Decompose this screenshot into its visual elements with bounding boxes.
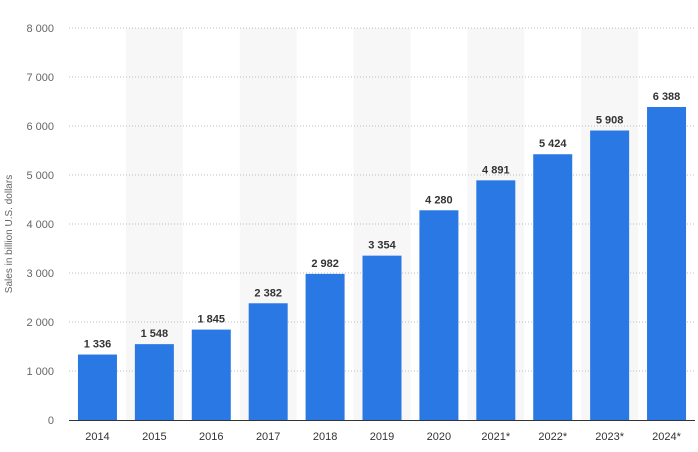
x-tick-label: 2017: [256, 431, 280, 443]
data-label-2014: 1 336: [84, 339, 112, 351]
bar-2019: [362, 255, 402, 420]
x-tick-label: 2014: [85, 431, 109, 443]
y-tick-label: 8 000: [26, 23, 54, 35]
data-label-2024*: 6 388: [653, 91, 681, 103]
bar-2017: [248, 303, 288, 420]
data-label-2017: 2 382: [254, 287, 282, 299]
x-axis-ticks: 2014 2015 2016 2017 2018 2019 2020 2021* 2022* 20…: [85, 431, 681, 443]
data-labels: 1 336 1 548 1 845 2 382 2 982 3 354 4 280 4 891…: [84, 91, 681, 351]
x-tick-label: 2020: [427, 431, 451, 443]
bar-2021*: [476, 180, 516, 420]
y-tick-label: 1 000: [26, 366, 54, 378]
bar-2024*: [647, 106, 687, 420]
bar-2015: [134, 344, 174, 420]
data-label-2018: 2 982: [311, 258, 339, 270]
data-label-2016: 1 845: [198, 314, 226, 326]
bar-2023*: [590, 130, 630, 420]
data-label-2023*: 5 908: [596, 115, 624, 127]
y-axis-ticks: 0 1 000 2 000 3 000 4 000 5 000 6 000 7 000 8 00…: [26, 23, 54, 427]
bar-2014: [77, 354, 117, 420]
data-label-2021*: 4 891: [482, 164, 510, 176]
y-tick-label: 5 000: [26, 170, 54, 182]
x-tick-label: 2022*: [538, 431, 567, 443]
y-tick-label: 7 000: [26, 72, 54, 84]
x-tick-label: 2019: [370, 431, 394, 443]
x-tick-label: 2015: [142, 431, 166, 443]
y-tick-label: 2 000: [26, 317, 54, 329]
x-tick-label: 2018: [313, 431, 337, 443]
x-tick-label: 2016: [199, 431, 223, 443]
bar-2022*: [533, 154, 573, 420]
x-tick-label: 2023*: [595, 431, 624, 443]
bar-2018: [305, 273, 345, 420]
x-tick-label: 2021*: [481, 431, 510, 443]
x-tick-label: 2024*: [652, 431, 681, 443]
bars: [77, 106, 687, 420]
data-label-2019: 3 354: [368, 240, 396, 252]
bar-2016: [191, 329, 231, 420]
y-tick-label: 0: [48, 415, 54, 427]
data-label-2022*: 5 424: [539, 138, 567, 150]
y-tick-label: 6 000: [26, 121, 54, 133]
data-label-2020: 4 280: [425, 194, 453, 206]
bar-2020: [419, 210, 459, 420]
data-label-2015: 1 548: [141, 328, 169, 340]
y-tick-label: 4 000: [26, 219, 54, 231]
y-axis-label: Sales in billion U.S. dollars: [4, 175, 15, 293]
y-tick-label: 3 000: [26, 268, 54, 280]
